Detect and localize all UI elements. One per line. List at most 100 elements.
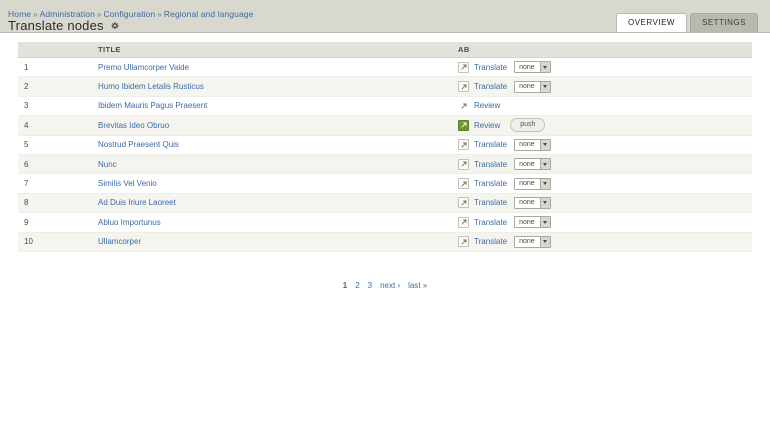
row-action-link[interactable]: Translate [474,237,508,247]
translate-arrow-icon[interactable] [458,100,469,111]
translate-arrow-boxed-icon[interactable] [458,61,469,73]
chevron-down-icon[interactable] [539,62,550,73]
tab-overview[interactable]: OVERVIEW [616,13,687,32]
breadcrumb-link-1[interactable]: Administration [39,9,95,19]
row-ab-cell: Translate none [452,193,752,214]
main-content: TITLE AB 1 Premo Ullamcorper Valde Transla… [0,33,770,437]
row-action-link[interactable]: Translate [474,217,508,227]
table-row: 4 Brevitas Ideo Obruo Review push [18,115,752,136]
nodes-table-wrapper: TITLE AB 1 Premo Ullamcorper Valde Transla… [18,42,752,252]
node-title-link[interactable]: Nunc [98,159,117,169]
tab-settings[interactable]: SETTINGS [689,13,758,32]
diagonal-arrow-icon [460,200,467,206]
row-action-group: Translate none [458,80,746,93]
push-button[interactable]: push [510,118,546,133]
row-action-group: Translate none [458,196,746,209]
row-number: 6 [18,154,92,175]
language-select[interactable]: none [514,80,551,93]
row-action-link[interactable]: Review [474,101,501,111]
node-title-link[interactable]: Premo Ullamcorper Valde [98,62,189,72]
row-action-link[interactable]: Translate [474,198,508,208]
breadcrumb-link-2[interactable]: Configuration [103,9,156,19]
node-title-link[interactable]: Ullamcorper [98,237,142,247]
table-row: 6 Nunc Translate none [18,154,752,175]
translate-arrow-boxed-icon[interactable] [458,236,469,248]
caret-glyph [543,201,548,205]
table-row: 3 Ibidem Mauris Pagus Praesent Review [18,96,752,117]
chevron-down-icon[interactable] [539,139,550,150]
chevron-down-icon[interactable] [539,81,550,92]
caret-glyph [543,162,548,166]
column-header-number[interactable] [18,42,92,58]
row-action-link[interactable]: Translate [474,140,508,150]
language-select[interactable]: none [514,158,551,171]
translate-arrow-green-icon[interactable] [458,119,469,131]
row-number: 2 [18,76,92,97]
chevron-down-icon[interactable] [539,217,550,228]
row-action-link[interactable]: Translate [474,179,508,189]
translate-arrow-boxed-icon[interactable] [458,81,469,93]
language-select-value: none [519,83,535,91]
table-header-row: TITLE AB [18,42,752,58]
translate-arrow-boxed-icon[interactable] [458,158,469,170]
caret-glyph [543,182,548,186]
row-action-link[interactable]: Translate [474,159,508,169]
row-title-cell: Similis Vel Venio [92,173,452,194]
row-title-cell: Abluo Importunus [92,212,452,233]
row-ab-cell: Translate none [452,173,752,194]
translate-nodes-table: TITLE AB 1 Premo Ullamcorper Valde Transla… [18,42,752,252]
row-ab-cell: Review push [452,115,752,136]
row-number: 10 [18,232,92,252]
row-number: 4 [18,115,92,136]
page-header-band: Home» Administration» Configuration» Region… [0,0,770,33]
table-row: 9 Abluo Importunus Translate none [18,212,752,233]
column-header-ab[interactable]: AB [452,42,752,58]
language-select[interactable]: none [514,216,551,229]
pager-item-next[interactable]: next › [380,281,401,290]
table-row: 2 Humo Ibidem Letalis Rusticus Translate no… [18,76,752,97]
table-row: 5 Nostrud Praesent Quis Translate none [18,135,752,155]
language-select[interactable]: none [514,138,551,151]
node-title-link[interactable]: Abluo Importunus [98,217,161,227]
pager-item-3[interactable]: 3 [367,281,373,290]
row-ab-cell: Translate none [452,135,752,155]
chevron-down-icon[interactable] [539,178,550,189]
translate-arrow-boxed-icon[interactable] [458,197,469,209]
node-title-link[interactable]: Similis Vel Venio [98,179,157,189]
row-action-link[interactable]: Review [474,120,501,130]
node-title-link[interactable]: Ad Duis Iriure Laoreet [98,198,176,208]
pager-item-2[interactable]: 2 [355,281,360,290]
node-title-link[interactable]: Brevitas Ideo Obruo [98,120,170,130]
row-action-link[interactable]: Translate [474,62,508,72]
chevron-down-icon[interactable] [539,159,550,170]
node-title-link[interactable]: Ibidem Mauris Pagus Praesent [98,101,208,111]
language-select-value: none [519,63,535,71]
breadcrumb-separator: » [33,10,38,19]
translate-arrow-boxed-icon[interactable] [458,139,469,151]
chevron-down-icon[interactable] [539,197,550,208]
translate-arrow-boxed-icon[interactable] [458,178,469,190]
row-title-cell: Ibidem Mauris Pagus Praesent [92,96,452,117]
row-title-cell: Ad Duis Iriure Laoreet [92,193,452,214]
gear-icon[interactable] [111,21,119,30]
row-action-link[interactable]: Translate [474,82,508,92]
node-title-link[interactable]: Humo Ibidem Letalis Rusticus [98,82,204,92]
pager-item-last[interactable]: last » [408,281,428,290]
breadcrumb-link-3[interactable]: Regional and language [163,9,254,19]
language-select[interactable]: none [514,61,551,74]
pager-item-1: 1 [342,281,348,290]
language-select[interactable]: none [514,177,551,190]
diagonal-arrow-icon [460,83,467,90]
column-header-title[interactable]: TITLE [92,42,452,58]
translate-arrow-boxed-icon[interactable] [458,216,469,228]
node-title-link[interactable]: Nostrud Praesent Quis [98,140,179,150]
row-title-cell: Nostrud Praesent Quis [92,135,452,155]
chevron-down-icon[interactable] [539,236,550,247]
table-body: 1 Premo Ullamcorper Valde Translate none 2 Hu… [18,57,752,252]
row-action-group: Review push [458,118,746,133]
row-number: 9 [18,212,92,233]
page-title-group: Translate nodes [8,18,119,33]
breadcrumb-link-0[interactable]: Home [8,9,32,19]
language-select[interactable]: none [514,196,551,209]
language-select[interactable]: none [514,235,551,248]
